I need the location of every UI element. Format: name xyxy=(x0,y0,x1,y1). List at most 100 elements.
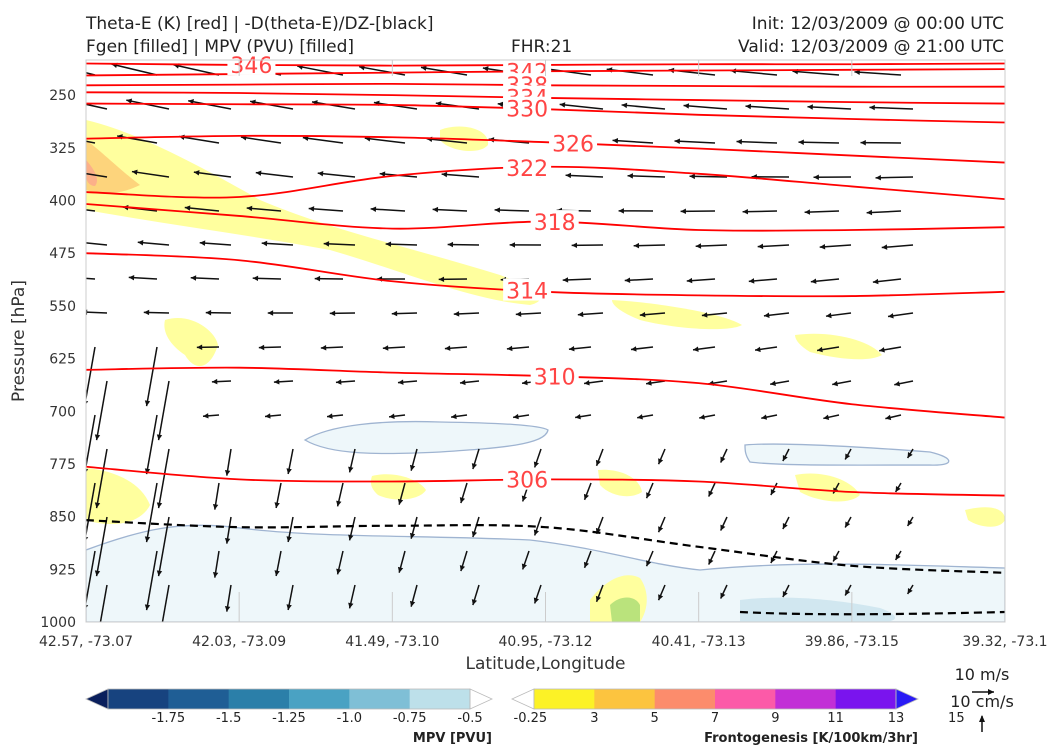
wind-vector-head xyxy=(67,275,73,280)
wind-vector-head xyxy=(748,278,755,284)
wind-vector-head xyxy=(907,452,913,459)
wind-vector-shaft xyxy=(426,137,468,144)
theta-e-label-318: 318 xyxy=(534,211,576,236)
wind-vector-head xyxy=(533,597,539,604)
wind-vector-head xyxy=(895,486,901,493)
wind-vector-shaft xyxy=(240,136,282,144)
wind-vector-head xyxy=(336,500,342,507)
wind-vector-head xyxy=(521,495,527,502)
wind-vector-head xyxy=(845,589,851,596)
field-fill-region xyxy=(740,597,895,622)
wind-vector-shaft xyxy=(358,65,406,76)
wind-vector-head xyxy=(286,536,292,543)
field-fill-region xyxy=(86,120,540,305)
wind-vector-head xyxy=(86,468,89,473)
wind-vector-head xyxy=(94,434,101,441)
wind-vector-head xyxy=(459,565,466,572)
wind-vector-head xyxy=(317,170,324,177)
wind-vector-shaft xyxy=(441,173,480,178)
wind-vector-shaft xyxy=(317,172,356,178)
wind-vector-head xyxy=(565,172,572,179)
wind-vector-shaft xyxy=(798,141,840,144)
colorbar-segment xyxy=(168,689,230,709)
colorbar-segment xyxy=(289,689,350,709)
colorbar-tick-label: 7 xyxy=(711,711,719,726)
wind-vector-head xyxy=(612,138,619,144)
y-tick-label: 850 xyxy=(49,510,76,526)
wind-vector-shaft xyxy=(875,176,914,179)
wind-vector-shaft xyxy=(173,64,220,76)
wind-vector-head xyxy=(224,469,231,476)
wind-vector-head xyxy=(397,566,404,573)
wind-vector-shaft xyxy=(131,170,170,178)
wind-vector-shaft xyxy=(308,207,344,212)
y-tick-label: 1000 xyxy=(40,615,76,631)
wind-vector-head xyxy=(680,208,686,215)
wind-vector-head xyxy=(50,62,56,67)
wind-vector-head xyxy=(144,400,151,407)
field-fill-region xyxy=(795,473,860,502)
wind-vector-head xyxy=(286,468,292,475)
wind-vector-head xyxy=(568,345,575,352)
reference-vector-label-wind: 10 m/s xyxy=(955,665,1010,684)
wind-vector-head xyxy=(624,277,631,283)
colorbar-tick-label: -1.5 xyxy=(216,711,241,726)
wind-vector-head xyxy=(94,570,101,577)
wind-vector-shaft xyxy=(627,174,666,178)
colorbar-extend-high xyxy=(469,688,493,710)
wind-vector-head xyxy=(370,206,377,212)
wind-vector-shaft xyxy=(145,482,158,543)
wind-vector-head xyxy=(156,570,163,577)
wind-vector-head xyxy=(745,103,752,110)
wind-vector-shaft xyxy=(86,242,108,246)
wind-vector-head xyxy=(895,554,901,561)
colorbar-frame xyxy=(533,688,897,710)
y-tick-label: 475 xyxy=(49,246,76,262)
wind-vector-shaft xyxy=(565,174,604,178)
stability-contour xyxy=(86,519,1005,574)
colorbar-segment xyxy=(228,689,290,709)
wind-vector-head xyxy=(559,102,566,108)
wind-vector-head xyxy=(646,380,652,386)
colorbar-tick-label: 3 xyxy=(590,711,598,726)
wind-vector-shaft xyxy=(807,106,852,110)
wind-vector-head xyxy=(782,591,788,598)
colorbar-tick-label: -1.25 xyxy=(272,711,306,726)
wind-vector-head xyxy=(866,209,873,216)
reference-vector-label-vertical: 10 cm/s xyxy=(950,692,1014,711)
field-fill-region xyxy=(370,474,426,500)
theta-e-label-306: 306 xyxy=(506,469,548,494)
wind-vector-head xyxy=(683,103,690,109)
wind-vector-shaft xyxy=(161,584,170,622)
wind-vector-shaft xyxy=(866,210,902,214)
wind-vector-shaft xyxy=(621,104,666,110)
field-fill-region xyxy=(86,160,97,186)
wind-vector-head xyxy=(409,532,416,539)
wind-vector-shaft xyxy=(674,140,716,144)
wind-vector-head xyxy=(595,459,602,466)
field-fill-region xyxy=(164,318,218,367)
wind-vector-head xyxy=(845,521,851,528)
wind-vector-head xyxy=(314,275,321,282)
x-tick-label: 40.41, -73.13 xyxy=(652,634,746,650)
wind-vector-shaft xyxy=(869,106,914,110)
x-tick-label: 39.86, -73.15 xyxy=(805,634,899,650)
wind-vector-head xyxy=(336,568,342,575)
wind-vector-head xyxy=(156,434,163,441)
wind-vector-head xyxy=(144,604,151,611)
wind-vector-head xyxy=(258,344,265,351)
wind-vector-head xyxy=(188,99,194,105)
wind-vector-head xyxy=(782,523,788,530)
colorbar-tick-label: -0.75 xyxy=(393,711,427,726)
colorbar-segment xyxy=(594,689,656,709)
wind-vector-head xyxy=(459,379,466,386)
wind-vector-head xyxy=(432,206,439,213)
wind-vector-head xyxy=(199,240,206,246)
wind-vector-shaft xyxy=(95,448,108,509)
y-tick-label: 325 xyxy=(49,141,76,157)
wind-vector-shaft xyxy=(370,208,406,212)
wind-vector-head xyxy=(742,208,749,215)
wind-vector-head xyxy=(302,135,309,142)
wind-vector-head xyxy=(888,313,894,319)
contour-label-bg xyxy=(503,467,552,490)
